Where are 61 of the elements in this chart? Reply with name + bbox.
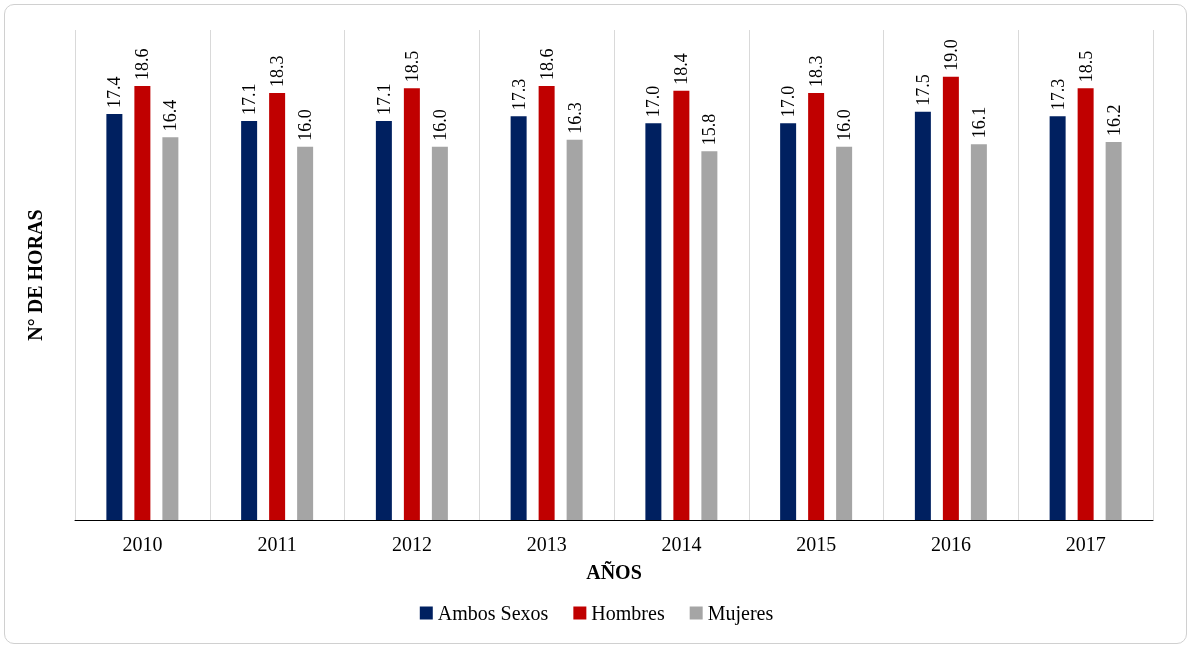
data-label: 16.0	[429, 109, 450, 141]
data-label: 17.1	[373, 83, 394, 115]
data-label: 18.3	[267, 55, 288, 87]
x-tick-label: 2014	[661, 533, 702, 555]
bar	[241, 121, 258, 520]
data-label: 16.0	[295, 109, 316, 141]
data-label: 16.0	[834, 109, 855, 141]
bar	[780, 123, 797, 520]
bar	[808, 93, 825, 520]
bar	[566, 139, 583, 520]
x-tick-label: 2011	[257, 533, 297, 555]
data-label: 18.6	[132, 48, 153, 80]
bar	[701, 151, 718, 520]
x-tick-label: 2012	[391, 533, 432, 555]
bar	[673, 90, 690, 520]
x-tick-label: 2013	[526, 533, 567, 555]
data-label: 17.5	[912, 74, 933, 106]
data-label: 17.3	[1047, 78, 1068, 111]
bar	[538, 86, 555, 520]
legend-label: Hombres	[591, 602, 665, 624]
x-tick-label: 2017	[1065, 533, 1106, 555]
data-label: 17.0	[778, 85, 799, 118]
legend-label: Mujeres	[707, 602, 774, 625]
bar	[1105, 142, 1122, 520]
bar	[375, 121, 392, 520]
bar	[269, 93, 286, 520]
data-label: 18.3	[806, 55, 827, 87]
data-label: 16.4	[160, 99, 181, 132]
data-label: 18.4	[671, 53, 692, 85]
y-axis-title: N° DE HORAS	[24, 209, 46, 341]
bar	[162, 137, 179, 520]
data-label: 17.3	[508, 78, 529, 111]
bar	[1077, 88, 1094, 520]
data-label: 15.8	[699, 113, 720, 146]
data-label: 16.3	[564, 102, 585, 134]
data-label: 16.1	[968, 106, 989, 139]
bar	[1049, 116, 1066, 520]
bar	[510, 116, 527, 520]
bar	[134, 86, 151, 520]
x-tick-label: 2016	[930, 533, 971, 555]
bar	[431, 146, 448, 520]
data-label: 18.5	[401, 50, 422, 83]
data-label: 16.2	[1103, 104, 1124, 136]
bar	[403, 88, 420, 520]
data-label: 19.0	[940, 39, 961, 71]
x-axis-title: AÑOS	[586, 561, 642, 583]
data-label: 17.4	[104, 76, 125, 108]
bar	[970, 144, 987, 520]
data-label: 17.1	[239, 83, 260, 115]
data-label: 18.6	[536, 48, 557, 80]
legend-label: Ambos Sexos	[437, 602, 549, 624]
bar	[942, 76, 959, 520]
bar	[106, 114, 123, 520]
x-tick-label: 2015	[796, 533, 837, 555]
data-label: 18.5	[1075, 50, 1096, 83]
x-tick-label: 2010	[122, 533, 163, 555]
bar	[914, 111, 931, 520]
bar	[297, 146, 314, 520]
bar	[645, 123, 662, 520]
data-label: 17.0	[643, 85, 664, 118]
bar	[836, 146, 853, 520]
